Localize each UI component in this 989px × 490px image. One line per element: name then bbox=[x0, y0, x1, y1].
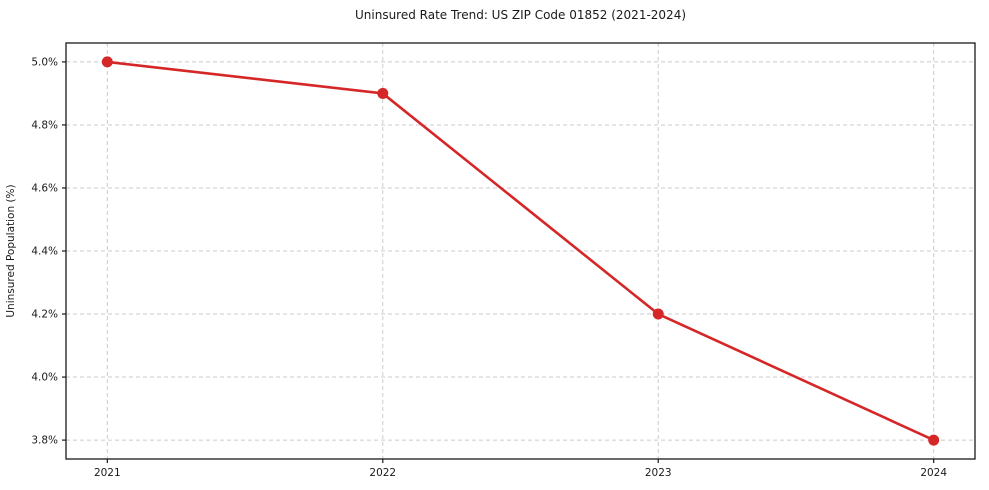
y-tick-label: 4.2% bbox=[31, 309, 58, 321]
x-tick-label: 2022 bbox=[369, 467, 396, 479]
y-tick-label: 4.8% bbox=[31, 119, 58, 131]
data-point-marker bbox=[652, 308, 664, 320]
trend-line bbox=[106, 60, 935, 442]
chart-title: Uninsured Rate Trend: US ZIP Code 01852 … bbox=[354, 8, 687, 22]
y-tick-label: 4.6% bbox=[31, 182, 58, 194]
y-tick-label: 3.8% bbox=[31, 435, 58, 447]
data-point-marker bbox=[101, 56, 113, 68]
y-tick-label: 4.0% bbox=[31, 372, 58, 384]
y-tick-label: 4.4% bbox=[31, 246, 58, 258]
data-point-marker bbox=[377, 87, 389, 99]
data-point-marker bbox=[928, 434, 940, 446]
y-tick-label: 5.0% bbox=[31, 56, 58, 68]
x-tick-label: 2023 bbox=[645, 467, 672, 479]
x-tick-label: 2024 bbox=[920, 467, 947, 479]
x-tick-label: 2021 bbox=[94, 467, 121, 479]
